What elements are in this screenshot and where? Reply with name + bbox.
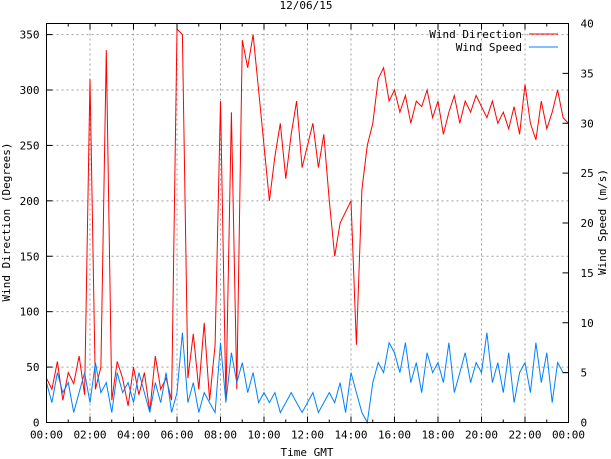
y2-axis-label: Wind Speed (m/s) bbox=[596, 169, 609, 275]
y2-tick-label: 20 bbox=[581, 217, 594, 230]
chart-title: 12/06/15 bbox=[280, 0, 333, 12]
x-tick-label: 06:00 bbox=[160, 429, 193, 442]
y-tick-label: 200 bbox=[20, 195, 40, 208]
x-tick-label: 00:00 bbox=[30, 429, 63, 442]
y2-tick-label: 15 bbox=[581, 267, 594, 280]
x-tick-label: 12:00 bbox=[291, 429, 324, 442]
y-tick-label: 50 bbox=[26, 361, 39, 374]
y2-tick-label: 5 bbox=[581, 367, 588, 380]
y2-tick-label: 10 bbox=[581, 317, 594, 330]
x-axis-label: Time GMT bbox=[281, 446, 334, 459]
ticks: 00:00 02:00 04:00 06:00 08:00 10:00 12:00 14:00… bbox=[20, 18, 594, 442]
y-tick-label: 300 bbox=[20, 84, 40, 97]
y-tick-label: 0 bbox=[33, 417, 40, 430]
y-tick-label: 250 bbox=[20, 139, 40, 152]
y-tick-label: 150 bbox=[20, 250, 40, 263]
series-line-wind-speed bbox=[46, 332, 569, 425]
x-tick-label: 02:00 bbox=[73, 429, 106, 442]
series-group bbox=[46, 27, 569, 425]
y2-tick-label: 40 bbox=[581, 18, 594, 31]
y-tick-label: 350 bbox=[20, 29, 40, 42]
x-tick-label: 00:00 bbox=[552, 429, 585, 442]
x-tick-label: 20:00 bbox=[465, 429, 498, 442]
y2-tick-label: 35 bbox=[581, 67, 594, 80]
legend: Wind Direction Wind Speed bbox=[429, 28, 558, 54]
y2-tick-label: 25 bbox=[581, 167, 594, 180]
y-axis-label: Wind Direction (Degrees) bbox=[0, 143, 13, 302]
y2-tick-label: 30 bbox=[581, 117, 594, 130]
x-tick-label: 14:00 bbox=[334, 429, 367, 442]
x-tick-label: 22:00 bbox=[508, 429, 541, 442]
legend-label-speed: Wind Speed bbox=[456, 41, 522, 54]
legend-label-direction: Wind Direction bbox=[429, 28, 522, 41]
y2-tick-label: 0 bbox=[581, 417, 588, 430]
x-tick-label: 04:00 bbox=[117, 429, 150, 442]
x-tick-label: 16:00 bbox=[378, 429, 411, 442]
series-line-wind-direction bbox=[46, 27, 569, 412]
y-tick-label: 100 bbox=[20, 306, 40, 319]
x-tick-label: 08:00 bbox=[204, 429, 237, 442]
x-tick-label: 10:00 bbox=[247, 429, 280, 442]
x-tick-label: 18:00 bbox=[421, 429, 454, 442]
